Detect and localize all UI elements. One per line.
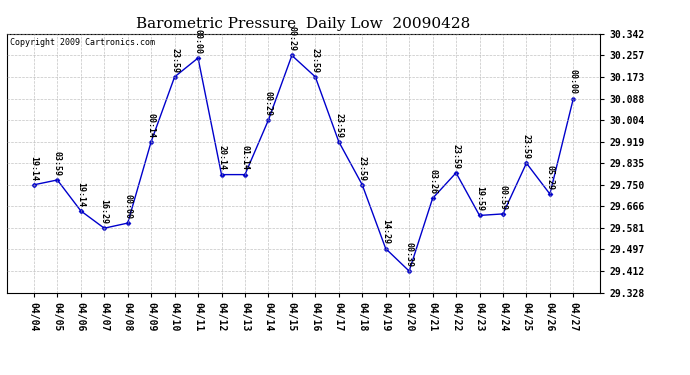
Text: 23:59: 23:59 <box>310 48 320 73</box>
Text: 23:59: 23:59 <box>170 48 179 73</box>
Text: 05:29: 05:29 <box>545 165 554 190</box>
Text: 01:14: 01:14 <box>240 146 250 171</box>
Text: 14:29: 14:29 <box>381 219 390 245</box>
Text: 20:14: 20:14 <box>217 146 226 171</box>
Text: 00:29: 00:29 <box>287 26 297 51</box>
Text: 23:59: 23:59 <box>334 112 344 138</box>
Text: 23:59: 23:59 <box>357 156 367 181</box>
Text: 03:26: 03:26 <box>428 169 437 194</box>
Text: 03:59: 03:59 <box>53 151 62 176</box>
Text: 19:14: 19:14 <box>77 182 86 207</box>
Text: 00:00: 00:00 <box>194 29 203 54</box>
Text: 23:59: 23:59 <box>451 144 460 169</box>
Text: 00:00: 00:00 <box>569 69 578 94</box>
Title: Barometric Pressure  Daily Low  20090428: Barometric Pressure Daily Low 20090428 <box>137 17 471 31</box>
Text: 00:59: 00:59 <box>498 185 507 210</box>
Text: 16:29: 16:29 <box>100 199 109 224</box>
Text: Copyright 2009 Cartronics.com: Copyright 2009 Cartronics.com <box>10 38 155 46</box>
Text: 00:39: 00:39 <box>404 242 413 267</box>
Text: 19:14: 19:14 <box>30 156 39 181</box>
Text: 00:14: 00:14 <box>147 112 156 138</box>
Text: 00:00: 00:00 <box>124 194 132 219</box>
Text: 23:59: 23:59 <box>522 134 531 159</box>
Text: 00:29: 00:29 <box>264 91 273 116</box>
Text: 19:59: 19:59 <box>475 186 484 211</box>
